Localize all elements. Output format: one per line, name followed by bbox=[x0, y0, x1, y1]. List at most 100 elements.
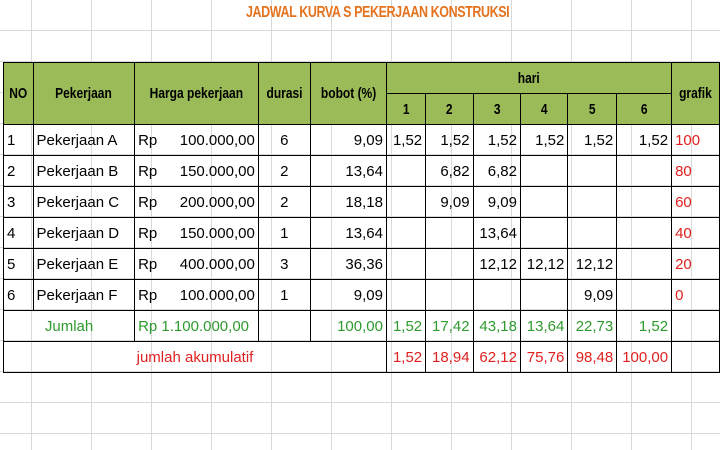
row-price[interactable]: Rp 150.000,00 bbox=[134, 217, 259, 249]
header-pekerjaan[interactable]: Pekerjaan bbox=[32, 62, 136, 125]
row-day-3[interactable] bbox=[472, 279, 521, 311]
row-durasi[interactable]: 2 bbox=[257, 186, 311, 218]
jumlah-day-5[interactable]: 22,73 bbox=[567, 310, 618, 342]
row-day-5[interactable]: 12,12 bbox=[567, 248, 618, 280]
row-day-5[interactable]: 9,09 bbox=[567, 279, 618, 311]
akumulatif-grafik[interactable] bbox=[671, 341, 720, 373]
akumulatif-day-4[interactable]: 75,76 bbox=[519, 341, 569, 373]
row-day-2[interactable]: 9,09 bbox=[425, 186, 474, 218]
row-day-1[interactable] bbox=[385, 217, 427, 249]
row-name[interactable]: Pekerjaan A bbox=[32, 124, 136, 156]
row-bobot[interactable]: 36,36 bbox=[309, 248, 387, 280]
jumlah-durasi[interactable] bbox=[257, 310, 311, 342]
header-day-5[interactable]: 5 bbox=[567, 93, 618, 125]
row-durasi[interactable]: 2 bbox=[257, 155, 311, 187]
row-grafik[interactable]: 80 bbox=[671, 155, 720, 187]
header-day-6[interactable]: 6 bbox=[616, 93, 673, 125]
row-day-5[interactable]: 1,52 bbox=[567, 124, 618, 156]
row-durasi[interactable]: 3 bbox=[257, 248, 311, 280]
row-day-4[interactable] bbox=[519, 186, 569, 218]
row-day-3[interactable]: 1,52 bbox=[472, 124, 521, 156]
jumlah-day-2[interactable]: 17,42 bbox=[425, 310, 474, 342]
jumlah-day-4[interactable]: 13,64 bbox=[519, 310, 569, 342]
row-day-6[interactable]: 1,52 bbox=[616, 124, 673, 156]
row-durasi[interactable]: 1 bbox=[257, 279, 311, 311]
jumlah-bobot[interactable]: 100,00 bbox=[309, 310, 387, 342]
row-day-2[interactable] bbox=[425, 248, 474, 280]
row-grafik[interactable]: 40 bbox=[671, 217, 720, 249]
row-name[interactable]: Pekerjaan E bbox=[32, 248, 136, 280]
row-price[interactable]: Rp 150.000,00 bbox=[134, 155, 259, 187]
akumulatif-day-3[interactable]: 62,12 bbox=[472, 341, 521, 373]
row-day-2[interactable] bbox=[425, 279, 474, 311]
row-day-1[interactable] bbox=[385, 248, 427, 280]
row-day-2[interactable]: 1,52 bbox=[425, 124, 474, 156]
row-no[interactable]: 1 bbox=[3, 124, 34, 156]
header-day-3[interactable]: 3 bbox=[472, 93, 521, 125]
row-name[interactable]: Pekerjaan B bbox=[32, 155, 136, 187]
row-day-1[interactable]: 1,52 bbox=[385, 124, 427, 156]
row-bobot[interactable]: 9,09 bbox=[309, 124, 387, 156]
row-bobot[interactable]: 9,09 bbox=[309, 279, 387, 311]
jumlah-grafik[interactable] bbox=[671, 310, 720, 342]
row-price[interactable]: Rp 200.000,00 bbox=[134, 186, 259, 218]
jumlah-day-6[interactable]: 1,52 bbox=[616, 310, 673, 342]
row-day-4[interactable]: 1,52 bbox=[519, 124, 569, 156]
row-day-1[interactable] bbox=[385, 279, 427, 311]
header-no[interactable]: NO bbox=[3, 62, 34, 125]
header-bobot[interactable]: bobot (%) bbox=[309, 62, 387, 125]
header-day-4[interactable]: 4 bbox=[519, 93, 569, 125]
row-day-5[interactable] bbox=[567, 186, 618, 218]
row-bobot[interactable]: 13,64 bbox=[309, 155, 387, 187]
row-day-2[interactable] bbox=[425, 217, 474, 249]
row-day-1[interactable] bbox=[385, 155, 427, 187]
row-day-4[interactable] bbox=[519, 155, 569, 187]
akumulatif-day-5[interactable]: 98,48 bbox=[567, 341, 618, 373]
row-day-4[interactable]: 12,12 bbox=[519, 248, 569, 280]
row-bobot[interactable]: 13,64 bbox=[309, 217, 387, 249]
row-day-6[interactable] bbox=[616, 217, 673, 249]
row-day-4[interactable] bbox=[519, 279, 569, 311]
row-durasi[interactable]: 6 bbox=[257, 124, 311, 156]
header-harga[interactable]: Harga pekerjaan bbox=[134, 62, 259, 125]
row-grafik[interactable]: 20 bbox=[671, 248, 720, 280]
header-hari[interactable]: hari bbox=[385, 62, 673, 94]
row-day-6[interactable] bbox=[616, 186, 673, 218]
akumulatif-day-1[interactable]: 1,52 bbox=[385, 341, 427, 373]
row-no[interactable]: 3 bbox=[3, 186, 34, 218]
row-day-6[interactable] bbox=[616, 155, 673, 187]
jumlah-day-1[interactable]: 1,52 bbox=[385, 310, 427, 342]
row-bobot[interactable]: 18,18 bbox=[309, 186, 387, 218]
akumulatif-day-2[interactable]: 18,94 bbox=[425, 341, 474, 373]
row-day-3[interactable]: 12,12 bbox=[472, 248, 521, 280]
row-price[interactable]: Rp 100.000,00 bbox=[134, 124, 259, 156]
header-day-1[interactable]: 1 bbox=[385, 93, 427, 125]
akumulatif-label[interactable]: jumlah akumulatif bbox=[3, 341, 387, 373]
row-day-5[interactable] bbox=[567, 217, 618, 249]
row-grafik[interactable]: 0 bbox=[671, 279, 720, 311]
row-day-6[interactable] bbox=[616, 248, 673, 280]
row-day-3[interactable]: 9,09 bbox=[472, 186, 521, 218]
row-day-6[interactable] bbox=[616, 279, 673, 311]
row-day-4[interactable] bbox=[519, 217, 569, 249]
row-durasi[interactable]: 1 bbox=[257, 217, 311, 249]
akumulatif-day-6[interactable]: 100,00 bbox=[616, 341, 673, 373]
header-durasi[interactable]: durasi bbox=[257, 62, 311, 125]
jumlah-label[interactable]: Jumlah bbox=[2, 310, 136, 342]
row-day-1[interactable] bbox=[385, 186, 427, 218]
row-price[interactable]: Rp 100.000,00 bbox=[134, 279, 259, 311]
row-grafik[interactable]: 60 bbox=[671, 186, 720, 218]
row-price[interactable]: Rp 400.000,00 bbox=[134, 248, 259, 280]
header-grafik[interactable]: grafik bbox=[671, 62, 720, 125]
row-name[interactable]: Pekerjaan F bbox=[32, 279, 136, 311]
row-name[interactable]: Pekerjaan C bbox=[32, 186, 136, 218]
row-grafik[interactable]: 100 bbox=[671, 124, 720, 156]
row-day-3[interactable]: 13,64 bbox=[472, 217, 521, 249]
row-no[interactable]: 5 bbox=[3, 248, 34, 280]
row-no[interactable]: 2 bbox=[3, 155, 34, 187]
row-day-2[interactable]: 6,82 bbox=[425, 155, 474, 187]
row-no[interactable]: 6 bbox=[3, 279, 34, 311]
row-name[interactable]: Pekerjaan D bbox=[32, 217, 136, 249]
jumlah-day-3[interactable]: 43,18 bbox=[472, 310, 521, 342]
row-day-3[interactable]: 6,82 bbox=[472, 155, 521, 187]
